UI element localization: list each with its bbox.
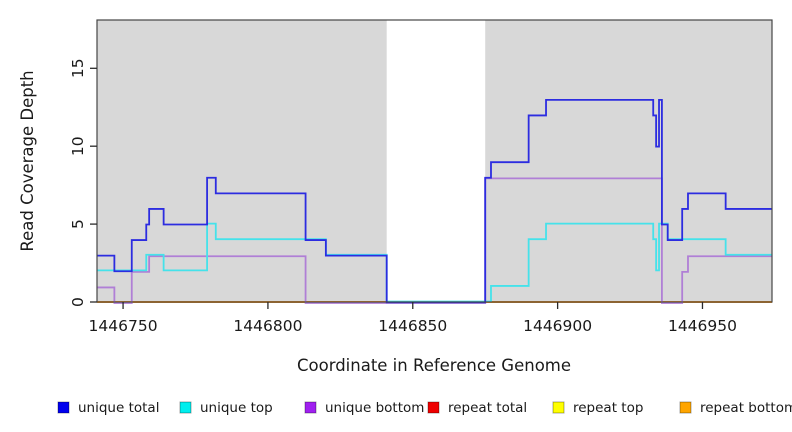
legend-label: repeat total xyxy=(448,400,527,416)
legend-swatch xyxy=(552,401,565,414)
legend-item-repeat-top: repeat top xyxy=(552,400,643,416)
legend-swatch xyxy=(57,401,70,414)
legend-item-repeat-bottom: repeat bottom xyxy=(679,400,792,416)
legend-label: unique total xyxy=(78,400,159,416)
x-tick-label: 1446850 xyxy=(378,317,447,335)
legend-label: repeat bottom xyxy=(700,400,792,416)
legend-label: unique bottom xyxy=(325,400,424,416)
x-axis: 1446750 1446800 1446850 1446900 1446950 xyxy=(89,302,737,335)
legend-swatch xyxy=(427,401,440,414)
legend-item-unique-bottom: unique bottom xyxy=(304,400,424,416)
x-tick-label: 1446950 xyxy=(668,317,737,335)
y-axis: 0 5 10 15 xyxy=(69,58,97,307)
legend-swatch xyxy=(679,401,692,414)
y-tick-label: 15 xyxy=(69,58,87,78)
legend: unique total unique top unique bottom repea… xyxy=(57,400,792,416)
series-unique-total xyxy=(97,98,772,304)
legend-swatch xyxy=(304,401,317,414)
legend-label: repeat top xyxy=(573,400,643,416)
y-tick-label: 0 xyxy=(69,297,87,307)
legend-swatch xyxy=(179,401,192,414)
y-axis-title: Read Coverage Depth xyxy=(18,70,37,251)
legend-item-unique-total: unique total xyxy=(57,400,159,416)
plot-border xyxy=(96,19,773,303)
alignment-gap-band xyxy=(386,20,486,302)
x-tick-label: 1446900 xyxy=(523,317,592,335)
legend-item-repeat-total: repeat total xyxy=(427,400,527,416)
series-unique-top xyxy=(97,222,772,303)
legend-item-unique-top: unique top xyxy=(179,400,273,416)
legend-label: unique top xyxy=(200,400,273,416)
y-tick-label: 10 xyxy=(69,136,87,156)
y-tick-label: 5 xyxy=(69,219,87,229)
x-tick-label: 1446750 xyxy=(89,317,158,335)
x-tick-label: 1446800 xyxy=(233,317,302,335)
x-axis-title: Coordinate in Reference Genome xyxy=(297,356,571,375)
